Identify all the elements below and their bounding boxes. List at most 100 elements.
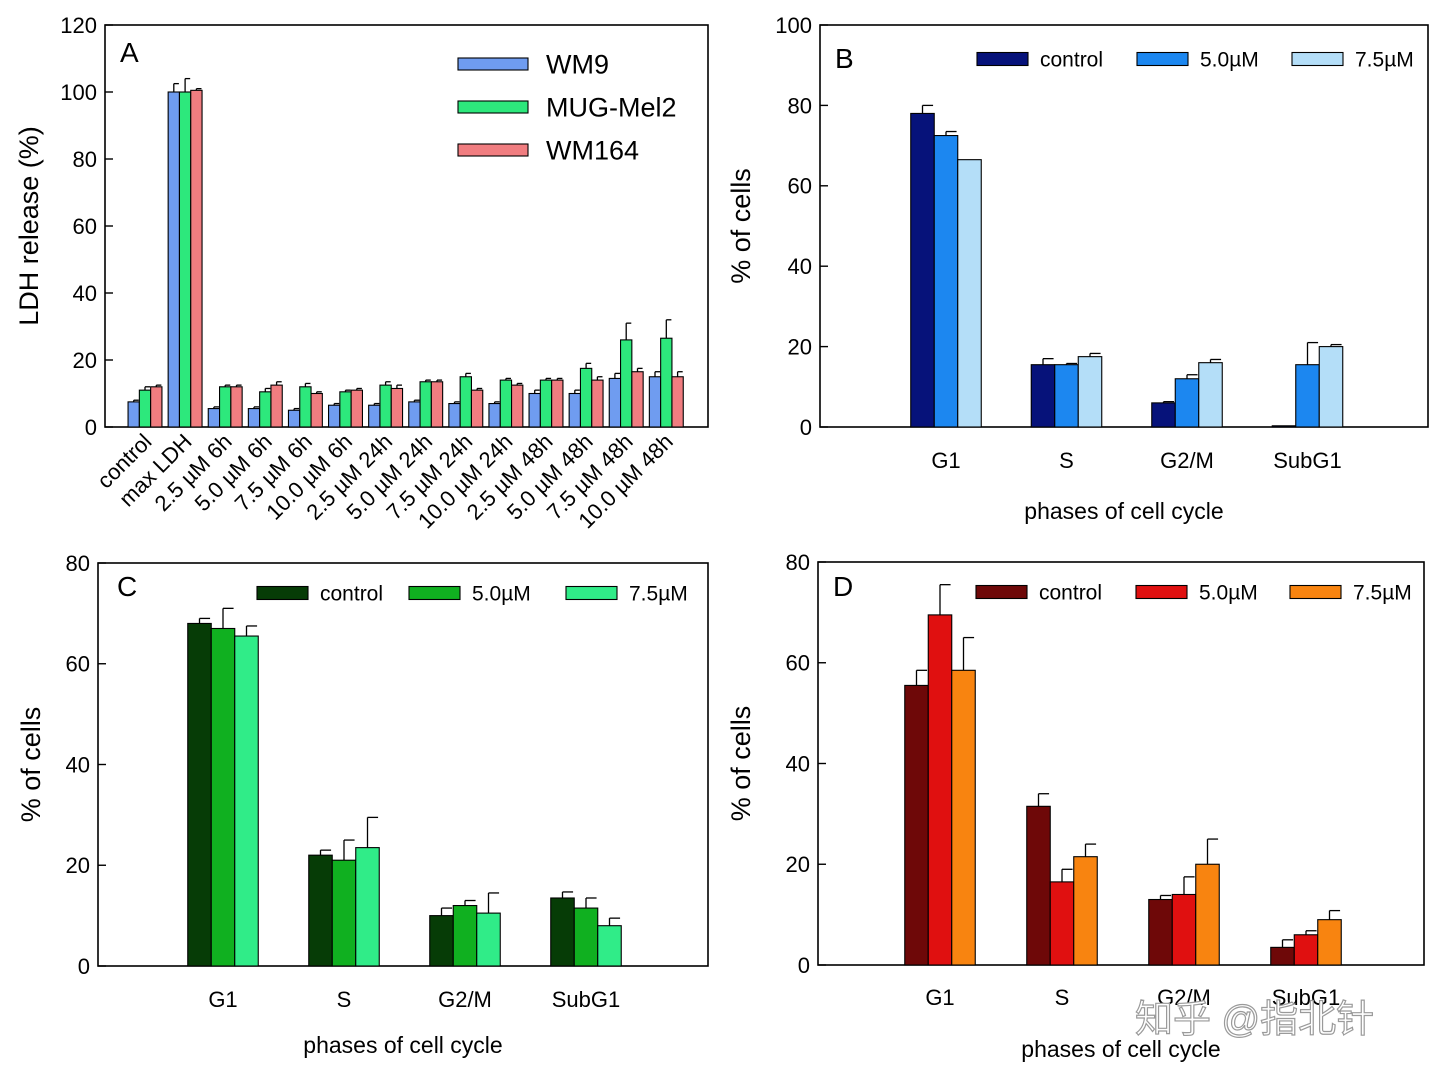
panel-b-legend-label: control <box>1040 49 1103 72</box>
panel-c-x-axis-title: phases of cell cycle <box>303 1032 502 1058</box>
panel-d-bar-5-0-m <box>927 614 953 966</box>
panel-b-bar-7-5-m <box>957 159 982 428</box>
panel-b-legend-swatch <box>976 51 1029 67</box>
panel-c-letter: C <box>117 571 137 602</box>
panel-a-bar-wm9 <box>648 376 662 428</box>
panel-b-x-tick-label: S <box>1059 448 1074 473</box>
panel-d-bar-control <box>1148 898 1173 966</box>
panel-c-y-tick-label: 80 <box>66 551 90 576</box>
panel-a-bar-mug-mel2 <box>459 376 472 428</box>
panel-b-plot-frame <box>819 24 1429 428</box>
panel-a-bar-mug-mel2 <box>219 386 232 428</box>
panel-a-bar-wm9 <box>568 392 582 428</box>
panel-c-x-tick-label: SubG1 <box>552 987 621 1012</box>
panel-b-y-tick-label: 0 <box>800 415 812 440</box>
panel-a-bar-wm9 <box>408 401 421 428</box>
panel-a-bar-wm164 <box>270 384 283 428</box>
panel-c-legend-swatch <box>408 585 461 601</box>
panel-d-y-axis-title: % of cells <box>726 706 756 822</box>
panel-d-legend-label: 7.5µM <box>1353 582 1412 605</box>
panel-c-y-axis-title: % of cells <box>16 707 46 823</box>
panel-a-bar-wm9 <box>327 404 341 428</box>
panel-a-legend-label: WM9 <box>546 50 609 80</box>
panel-d-letter: D <box>833 571 853 602</box>
panel-a-bar-wm9 <box>207 408 221 428</box>
panel-a-bar-wm164 <box>470 389 484 428</box>
panel-a-bar-wm9 <box>287 409 301 428</box>
panel-b-x-tick-label: G2/M <box>1160 448 1214 473</box>
panel-a-bar-mug-mel2 <box>619 339 633 428</box>
panel-b-bar-5-0-m <box>933 135 959 428</box>
panel-a-legend-label: MUG-Mel2 <box>546 93 677 123</box>
panel-b-bar-7-5-m <box>1198 362 1223 428</box>
panel-a-bar-wm164 <box>510 384 524 428</box>
panel-a-bar-wm164 <box>551 379 564 428</box>
panel-c-bar-5-0-m <box>331 859 357 967</box>
panel-c-bar-5-0-m <box>452 904 478 967</box>
panel-c-bar-7-5-m <box>355 847 380 967</box>
panel-b-bar-5-0-m <box>1174 378 1200 428</box>
panel-b-bar-7-5-m <box>1318 346 1344 428</box>
panel-c-bar-control <box>308 854 333 967</box>
panel-c-bar-7-5-m <box>597 925 622 967</box>
panel-d-legend-swatch <box>975 584 1028 600</box>
panel-a-y-tick-label: 40 <box>73 281 97 306</box>
panel-a-bar-wm9 <box>127 401 140 428</box>
panel-c-y-tick-label: 60 <box>66 652 90 677</box>
panel-b-bar-5-0-m <box>1295 364 1320 428</box>
panel-b-bar-7-5-m <box>1077 356 1103 428</box>
panel-a-bar-wm164 <box>230 386 243 428</box>
panel-a-y-tick-label: 20 <box>73 348 97 373</box>
panel-d-y-tick-label: 20 <box>786 852 810 877</box>
panel-a-legend-label: WM164 <box>546 136 639 166</box>
panel-a-bar-wm164 <box>350 389 363 428</box>
panel-d-x-axis-title: phases of cell cycle <box>1021 1036 1220 1062</box>
panel-a-y-tick-label: 80 <box>73 147 97 172</box>
panel-a-bar-wm164 <box>150 386 163 428</box>
panel-d-bar-5-0-m <box>1171 893 1197 966</box>
panel-b-x-tick-label: G1 <box>931 448 960 473</box>
panel-a-bar-mug-mel2 <box>539 379 553 428</box>
panel-a-y-tick-label: 100 <box>60 80 97 105</box>
panel-d-x-tick-label: G2/M <box>1157 985 1211 1010</box>
panel-d-legend-swatch <box>1289 584 1342 600</box>
panel-d-y-tick-label: 80 <box>786 550 810 575</box>
panel-c-legend-label: control <box>320 583 383 606</box>
panel-c-bar-7-5-m <box>476 912 501 967</box>
panel-c-x-tick-label: S <box>337 987 352 1012</box>
panel-a-bar-wm164 <box>390 387 404 428</box>
panel-b-bar-control <box>910 112 935 428</box>
panel-d-x-tick-label: G1 <box>925 985 954 1010</box>
panel-c-bar-control <box>187 622 212 967</box>
panel-b-letter: B <box>835 43 854 74</box>
panel-a-legend-swatch <box>457 143 529 157</box>
panel-c-legend-swatch <box>256 585 309 601</box>
panel-a-bar-wm164 <box>671 376 684 428</box>
panel-b-bar-5-0-m <box>1054 364 1079 428</box>
panel-b-bar-control <box>1151 402 1176 428</box>
panel-d-bar-7-5-m <box>1073 856 1098 966</box>
panel-a-bar-wm9 <box>488 402 501 428</box>
panel-a-bar-wm9 <box>448 402 461 428</box>
watermark-text: 知乎 @指北针 <box>1135 999 1374 1041</box>
panel-b-legend-swatch <box>1136 51 1189 67</box>
panel-a-bar-mug-mel2 <box>579 367 593 428</box>
panel-b-y-tick-label: 100 <box>775 13 812 38</box>
panel-a-letter: A <box>120 37 139 68</box>
panel-d-y-tick-label: 60 <box>786 651 810 676</box>
panel-a-bar-wm164 <box>190 89 203 428</box>
panel-d-legend-label: control <box>1039 582 1102 605</box>
panel-b-y-tick-label: 60 <box>788 174 812 199</box>
panel-a-y-tick-label: 0 <box>85 415 97 440</box>
panel-b-x-axis-title: phases of cell cycle <box>1024 498 1223 524</box>
panel-c-legend-swatch <box>565 585 618 601</box>
panel-a-bar-mug-mel2 <box>259 391 272 428</box>
panel-b-x-tick-label: SubG1 <box>1273 448 1342 473</box>
panel-d-legend-label: 5.0µM <box>1199 582 1258 605</box>
panel-c-x-tick-label: G2/M <box>438 987 492 1012</box>
panel-d-bar-control <box>1026 805 1051 966</box>
panel-c-y-tick-label: 40 <box>66 752 90 777</box>
panel-c-bar-7-5-m <box>234 635 259 967</box>
panel-c-y-tick-label: 0 <box>78 954 90 979</box>
panel-a-legend-swatch <box>457 57 529 71</box>
